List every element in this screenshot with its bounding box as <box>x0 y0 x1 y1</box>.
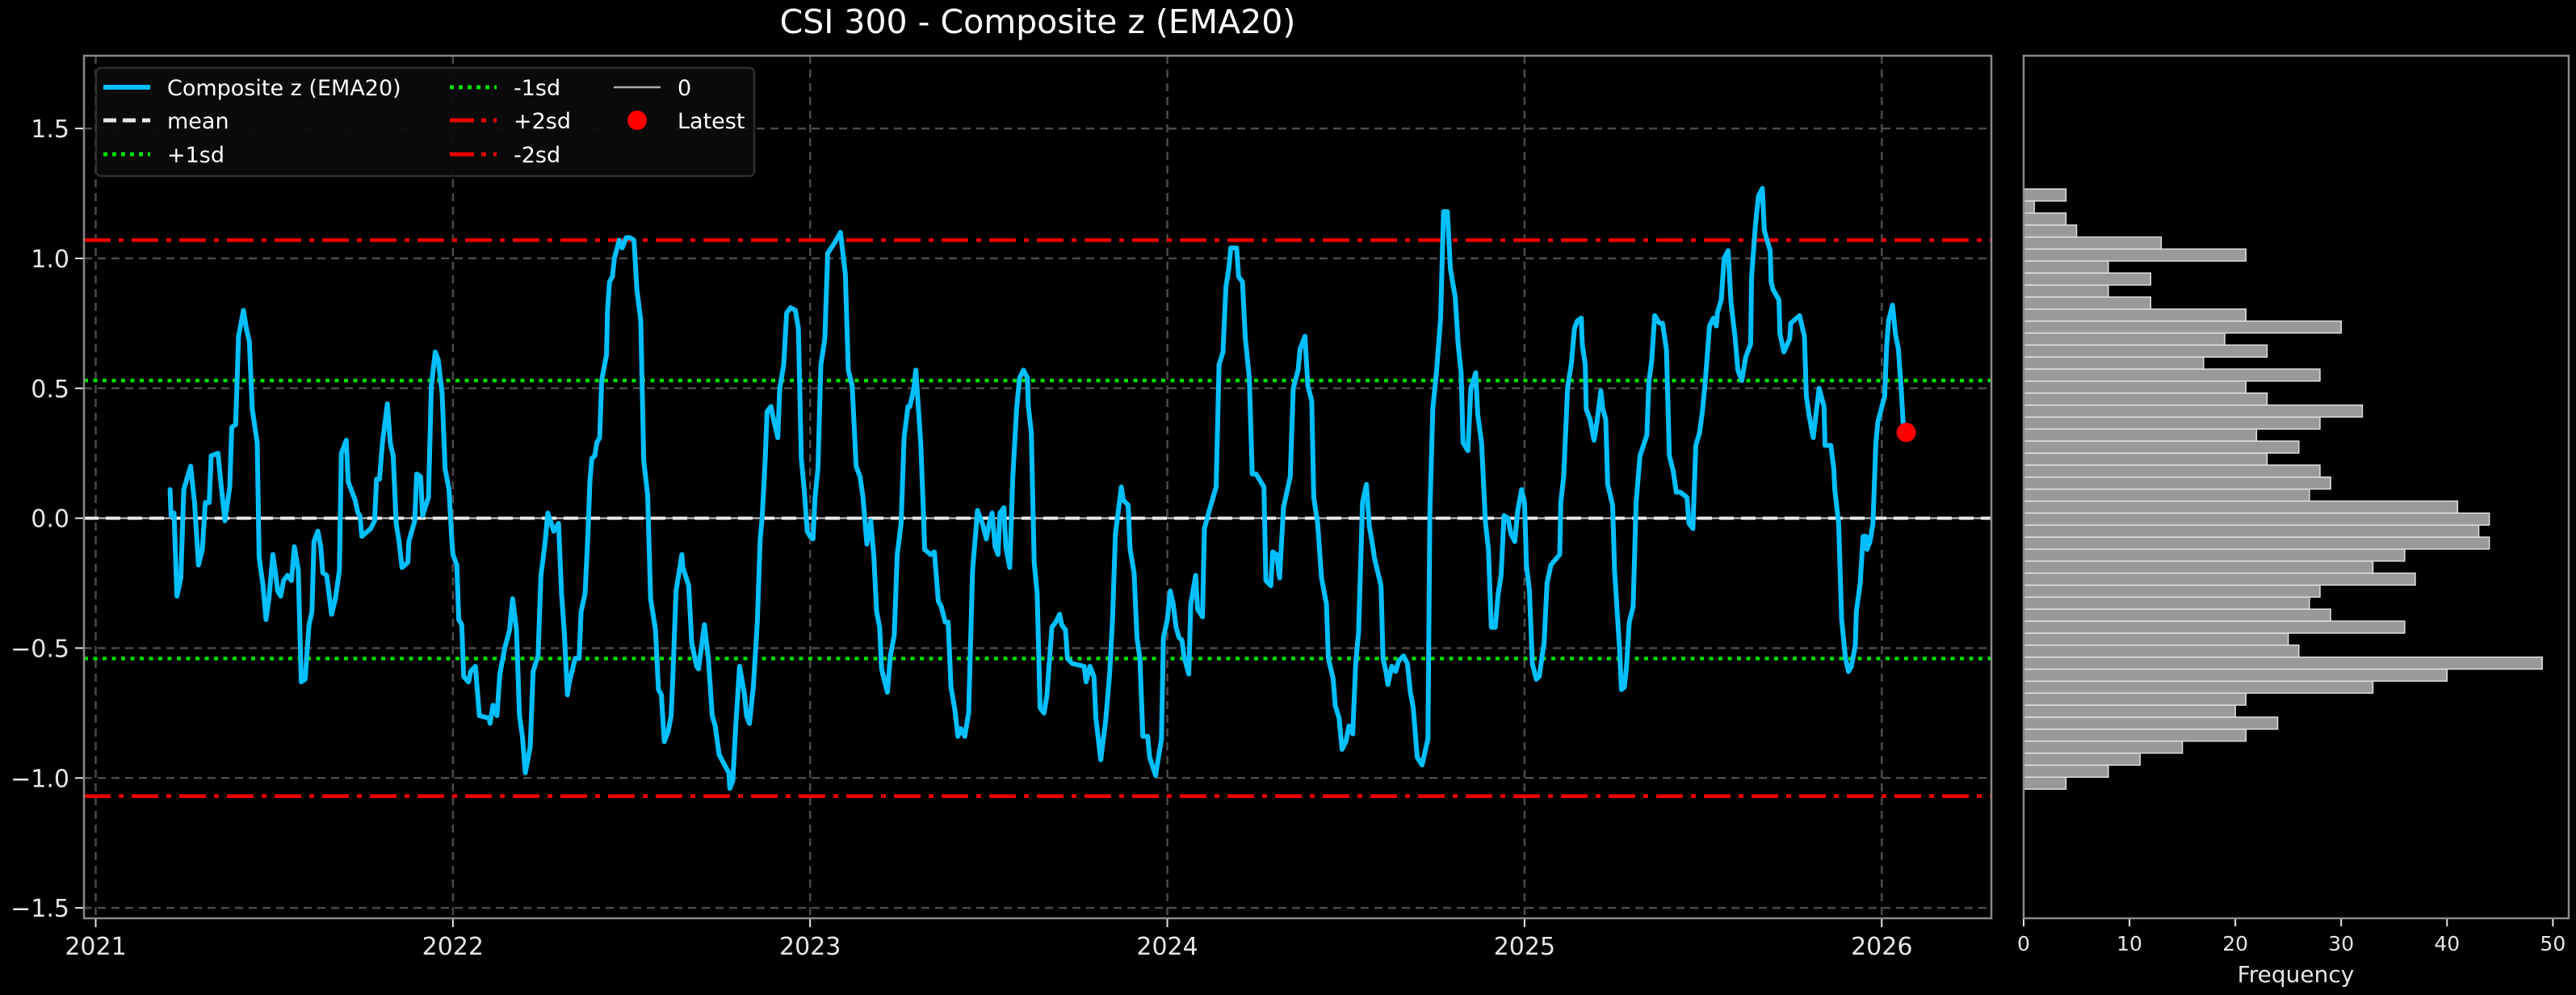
histogram-bar <box>2023 560 2374 574</box>
y-tick-label: 1.5 <box>31 115 69 144</box>
hist-x-tick-label: 50 <box>2540 932 2566 955</box>
histogram-bar <box>2023 728 2247 742</box>
histogram-bar <box>2023 704 2236 718</box>
histogram-bar <box>2023 236 2163 250</box>
legend-label: -2sd <box>514 143 560 168</box>
x-tick-label: 2022 <box>422 933 484 961</box>
histogram-bar <box>2023 248 2247 262</box>
latest-point <box>1896 422 1916 443</box>
histogram-bar <box>2023 344 2268 358</box>
legend-item-series: Composite z (EMA20) <box>103 76 401 101</box>
legend-label: +2sd <box>514 109 571 134</box>
y-tick-label: −1.0 <box>10 765 69 793</box>
legend-item-latest: Latest <box>627 109 745 134</box>
histogram-bar <box>2023 776 2067 790</box>
histogram-bar <box>2023 392 2268 406</box>
legend-item-m1sd: -1sd <box>450 76 560 101</box>
legend-label: Composite z (EMA20) <box>167 76 401 101</box>
histogram-axes-frame <box>2022 54 2570 920</box>
histogram-bar <box>2023 464 2321 478</box>
histogram-bar <box>2023 716 2279 730</box>
legend-label: -1sd <box>514 76 560 101</box>
main-axes: 2021 2022 2023 2024 2025 2026 −1.5 −1.0 −0.5 0.0 0… <box>10 54 1993 961</box>
histogram-bar <box>2023 584 2321 598</box>
legend-box <box>94 66 756 178</box>
histogram-bar <box>2023 368 2321 382</box>
main-axes-frame <box>82 54 1993 920</box>
histogram-bar <box>2023 284 2109 298</box>
x-tick-label: 2024 <box>1136 933 1198 961</box>
x-tick-label: 2021 <box>65 933 126 961</box>
histogram-bar <box>2023 416 2321 430</box>
histogram-bar <box>2023 608 2331 622</box>
x-tick-label: 2025 <box>1494 933 1555 961</box>
legend: Composite z (EMA20) mean +1sd -1sd +2sd -2sd 0… <box>94 66 756 178</box>
x-tick-label: 2026 <box>1851 933 1912 961</box>
histogram-bar <box>2023 212 2067 226</box>
y-tick-label: 1.0 <box>31 246 69 274</box>
y-tick-label: 0.0 <box>31 506 69 534</box>
histogram-bar <box>2023 272 2152 286</box>
histogram-bar <box>2023 692 2247 706</box>
histogram-bar <box>2023 596 2310 610</box>
y-tick-label: −0.5 <box>10 635 69 663</box>
legend-item-p1sd: +1sd <box>103 143 224 168</box>
histogram-bar <box>2023 548 2406 562</box>
legend-label: +1sd <box>167 143 224 168</box>
histogram-bar <box>2023 752 2141 766</box>
histogram-bar <box>2023 632 2289 646</box>
histogram-bar <box>2023 188 2067 202</box>
histogram-bar <box>2023 512 2490 526</box>
histogram-bar <box>2023 380 2247 394</box>
legend-item-mean: mean <box>103 109 229 134</box>
histogram-bar <box>2023 320 2342 334</box>
histogram-bar <box>2023 356 2205 370</box>
histogram-bar <box>2023 524 2480 538</box>
histogram-bar <box>2023 296 2152 310</box>
histogram-bar <box>2023 200 2035 214</box>
legend-latest-marker <box>627 111 647 130</box>
histogram-bar <box>2023 656 2543 670</box>
histogram-bar <box>2023 224 2078 238</box>
legend-item-zero: 0 <box>614 76 691 101</box>
histogram-bar <box>2023 452 2268 466</box>
histogram-bar <box>2023 644 2300 658</box>
hist-x-tick-label: 40 <box>2434 932 2460 955</box>
histogram-bar <box>2023 428 2258 442</box>
histogram-bar <box>2023 332 2226 346</box>
hist-x-tick-label: 10 <box>2117 932 2142 955</box>
hist-x-tick-label: 30 <box>2328 932 2354 955</box>
hist-x-tick-label: 20 <box>2222 932 2248 955</box>
composite-z-line <box>167 186 1909 791</box>
histogram-bar <box>2023 764 2109 779</box>
histogram-bar <box>2023 260 2109 274</box>
hist-x-tick-label: 0 <box>2017 932 2030 955</box>
legend-label: mean <box>167 109 229 134</box>
y-tick-label: −1.5 <box>10 895 69 923</box>
histogram-xlabel: Frequency <box>2238 961 2355 988</box>
legend-item-p2sd: +2sd <box>450 109 571 134</box>
histogram-bar <box>2023 740 2184 754</box>
y-tick-label: 0.5 <box>31 376 69 404</box>
histogram-bar <box>2023 404 2364 418</box>
histogram-bar <box>2023 440 2300 454</box>
legend-item-m2sd: -2sd <box>450 143 560 168</box>
legend-label: 0 <box>678 76 691 101</box>
histogram-bar <box>2023 488 2310 502</box>
histogram-bar <box>2023 308 2247 322</box>
histogram-bar <box>2023 620 2406 634</box>
chart-title: CSI 300 - Composite z (EMA20) <box>780 2 1296 41</box>
histogram-bar <box>2023 680 2374 694</box>
histogram-bar <box>2023 500 2459 514</box>
histogram-axes: 0 10 20 30 40 50 <box>2017 54 2570 955</box>
legend-label: Latest <box>678 109 745 134</box>
histogram-bar <box>2023 668 2448 682</box>
histogram-bar <box>2023 536 2490 550</box>
x-tick-label: 2023 <box>779 933 841 961</box>
histogram-bar <box>2023 572 2416 586</box>
histogram-bar <box>2023 476 2331 490</box>
